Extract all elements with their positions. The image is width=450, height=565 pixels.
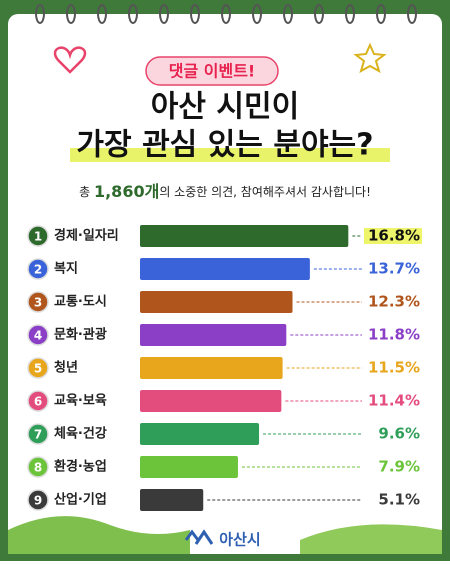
- heart-icon: [53, 46, 87, 74]
- bar: [140, 324, 287, 346]
- rank-badge: [27, 423, 49, 445]
- category-label: 환경·농업: [54, 459, 107, 475]
- value-label: 5.1%: [378, 491, 420, 509]
- value-label: 16.8%: [368, 227, 420, 245]
- bar: [140, 225, 349, 247]
- ring: [283, 4, 293, 24]
- rank-badge: [27, 390, 49, 412]
- rank: 6: [34, 395, 42, 409]
- note-text: 의 소중한 의견, 참여해주셔서 감사합니다!: [159, 185, 371, 199]
- ring: [35, 4, 45, 24]
- category-label: 교육·보육: [54, 393, 107, 409]
- ring: [345, 4, 355, 24]
- category-label: 복지: [54, 262, 78, 277]
- badge: 댓글 이벤트!: [169, 62, 255, 81]
- bar: [140, 489, 204, 511]
- note: 총 1,860개의 소중한 의견, 참여해주셔서 감사합니다!: [79, 182, 371, 201]
- ring: [66, 4, 76, 24]
- rank-badge: [27, 291, 49, 313]
- ring: [190, 4, 200, 24]
- rank: 8: [34, 461, 42, 475]
- logo-icon: [184, 529, 214, 545]
- ring: [128, 4, 138, 24]
- bar: [140, 423, 260, 445]
- hill: [8, 516, 190, 554]
- value-label: 7.9%: [378, 458, 420, 476]
- rank-badge: [27, 258, 49, 280]
- rank: 9: [34, 494, 42, 508]
- bar: [140, 258, 310, 280]
- category-label: 경제·일자리: [54, 228, 119, 244]
- star-icon: [353, 42, 387, 74]
- badge-bg: [145, 56, 279, 86]
- ring: [407, 4, 417, 24]
- rank-badge: [27, 357, 49, 379]
- title-line: 아산 시민이: [151, 90, 299, 125]
- ring: [159, 4, 169, 24]
- value-label: 9.6%: [378, 425, 420, 443]
- value-label: 11.4%: [368, 392, 420, 410]
- rank-badge: [27, 324, 49, 346]
- logo: 아산시: [219, 531, 260, 549]
- note-text: 총: [79, 185, 94, 199]
- ring: [252, 4, 262, 24]
- category-label: 문화·관광: [54, 327, 107, 343]
- rank: 5: [34, 362, 42, 376]
- value-label: 11.8%: [368, 326, 420, 344]
- rank-badge: [27, 489, 49, 511]
- ring: [97, 4, 107, 24]
- title-line: 가장 관심 있는 분야는?: [76, 128, 373, 163]
- ring: [314, 4, 324, 24]
- title-highlight: [70, 148, 390, 162]
- bar: [140, 456, 238, 478]
- bar: [140, 357, 283, 379]
- category-label: 체육·건강: [54, 426, 107, 442]
- value-label: 11.5%: [368, 359, 420, 377]
- rank: 1: [34, 230, 42, 244]
- category-label: 청년: [54, 360, 78, 376]
- value-label: 13.7%: [368, 260, 420, 278]
- ring: [376, 4, 386, 24]
- rank-badge: [27, 456, 49, 478]
- value-highlight: [364, 228, 422, 244]
- spiral: [35, 4, 417, 24]
- rank: 4: [34, 329, 42, 343]
- category-label: 산업·기업: [54, 492, 107, 508]
- rank: 7: [34, 428, 42, 442]
- rank: 2: [34, 263, 42, 277]
- hill: [300, 524, 442, 554]
- note-count: 1,860개: [94, 182, 159, 201]
- rank: 3: [34, 296, 42, 310]
- rank-badge: [27, 225, 49, 247]
- bar: [140, 291, 293, 313]
- value-label: 12.3%: [368, 293, 420, 311]
- bar: [140, 390, 282, 412]
- ring: [221, 4, 231, 24]
- category-label: 교통·도시: [54, 295, 107, 310]
